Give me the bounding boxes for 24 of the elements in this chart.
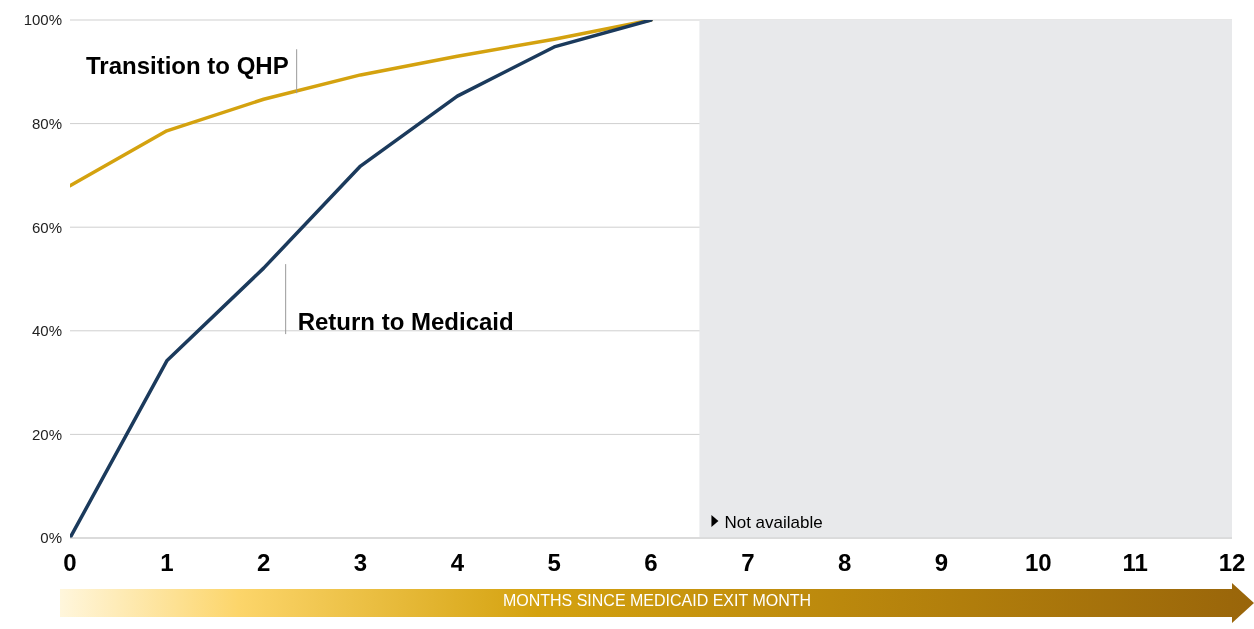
y-tick-label: 0%	[40, 529, 62, 547]
y-tick-label: 100%	[23, 11, 62, 29]
x-tick-label: 1	[160, 549, 174, 577]
x-tick-label: 7	[741, 549, 755, 577]
x-tick-label: 6	[644, 549, 658, 577]
y-tick-label: 20%	[31, 425, 62, 443]
x-tick-label: 2	[256, 549, 271, 577]
x-tick-label: 9	[934, 549, 949, 577]
line-series	[70, 20, 653, 538]
band-label: Not available	[724, 513, 823, 532]
x-tick-label: 3	[353, 549, 368, 577]
x-tick-label: 0	[63, 549, 77, 577]
x-axis-title: MONTHS SINCE MEDICAID EXIT MONTH	[501, 592, 813, 610]
y-tick-label: 40%	[31, 322, 62, 340]
x-tick-label: 10	[1024, 549, 1052, 577]
y-tick-label: 80%	[31, 114, 62, 132]
y-tick-label: 60%	[31, 218, 62, 236]
text: Return to Medicaid	[297, 308, 514, 336]
x-tick-label: 5	[547, 549, 561, 577]
series-label: Transition to QHP	[85, 52, 289, 80]
x-tick-label: 11	[1122, 549, 1148, 577]
x-tick-label: 4	[450, 549, 465, 577]
x-tick-label: 8	[837, 549, 852, 577]
x-tick-label: 12	[1218, 549, 1246, 577]
